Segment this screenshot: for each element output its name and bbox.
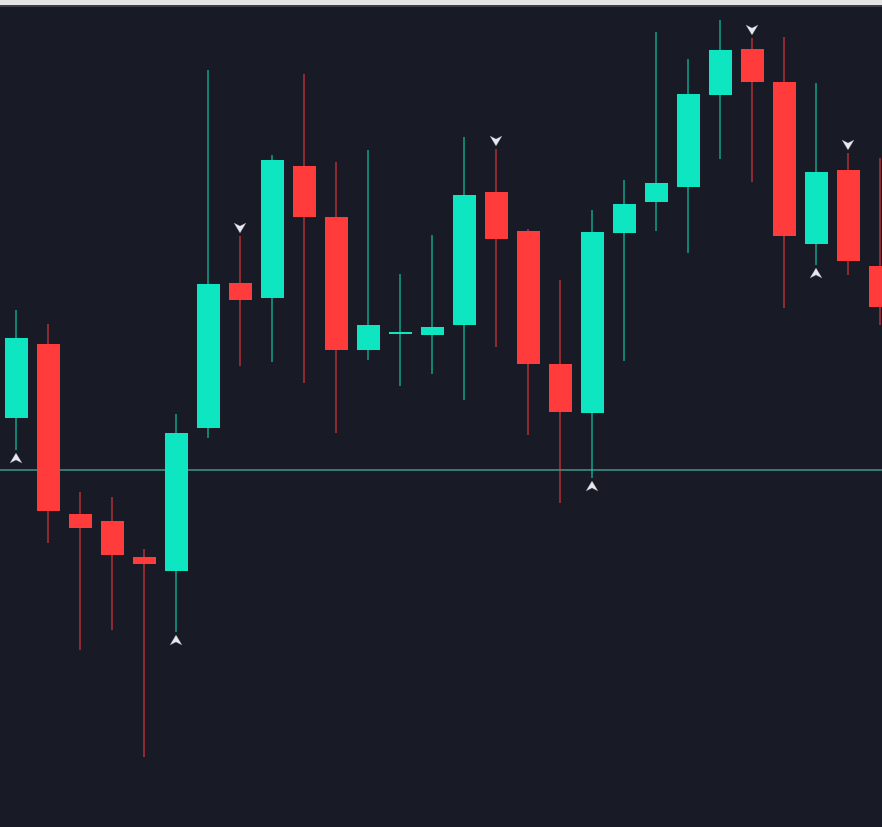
candle-body-up xyxy=(5,338,28,418)
candle-body-down xyxy=(869,266,882,307)
candle-body-up xyxy=(357,325,380,350)
buy-arrow-icon xyxy=(585,480,599,492)
candle-body-down xyxy=(101,521,124,555)
candle-body-up xyxy=(581,232,604,413)
candle-body-down xyxy=(549,364,572,412)
candle-body-up xyxy=(709,50,732,95)
candle-body-up xyxy=(165,433,188,571)
sell-arrow-icon xyxy=(745,24,759,36)
top-separator xyxy=(0,5,882,7)
candle-body-down xyxy=(37,344,60,511)
candle-body-down xyxy=(485,192,508,239)
candlestick-chart xyxy=(0,20,882,757)
buy-arrow-icon xyxy=(169,634,183,646)
window-top-bar xyxy=(0,0,882,5)
sell-arrow-icon xyxy=(233,222,247,234)
candle-body-up xyxy=(645,183,668,202)
candle-body-down xyxy=(133,557,156,564)
sell-arrow-icon xyxy=(489,135,503,147)
candle-body-down xyxy=(229,283,252,300)
buy-arrow-icon xyxy=(9,452,23,464)
candle-body-down xyxy=(325,217,348,350)
candle-body-up xyxy=(421,327,444,335)
candle-body-down xyxy=(69,514,92,528)
candle-body-up xyxy=(261,160,284,298)
candle-body-up xyxy=(197,284,220,428)
candle-body-down xyxy=(517,231,540,364)
candle-body-up xyxy=(389,332,412,334)
candle-body-down xyxy=(741,49,764,82)
buy-arrow-icon xyxy=(809,267,823,279)
candle-body-down xyxy=(837,170,860,261)
candle-body-down xyxy=(773,82,796,236)
candle-body-up xyxy=(453,195,476,325)
candle-body-up xyxy=(805,172,828,244)
sell-arrow-icon xyxy=(841,139,855,151)
candle-body-up xyxy=(613,204,636,233)
candle-body-down xyxy=(293,166,316,217)
candle-body-up xyxy=(677,94,700,187)
